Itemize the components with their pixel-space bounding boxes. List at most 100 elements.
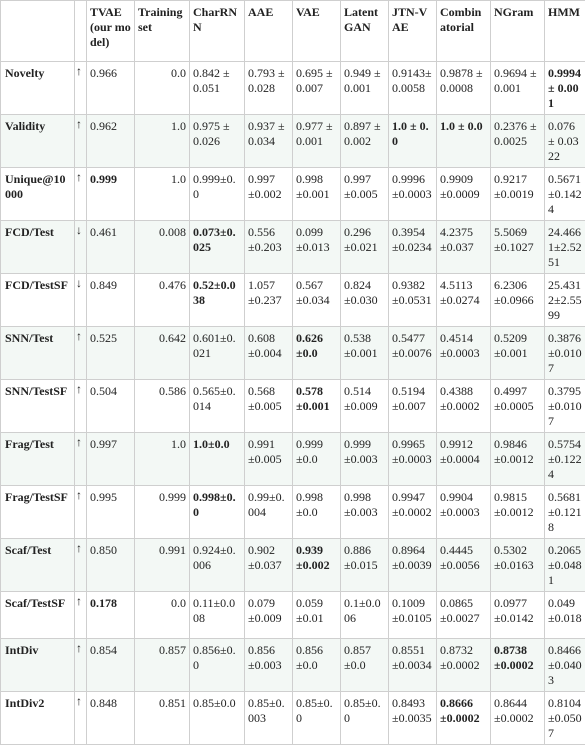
metric-label: Frag/Test xyxy=(1,433,75,486)
table-cell: 0.8666±0.0002 xyxy=(437,692,491,745)
table-cell: 0.461 xyxy=(87,221,135,274)
direction-arrow-icon: ↓ xyxy=(75,221,87,274)
table-cell: 0.5681±0.1218 xyxy=(545,486,585,539)
table-cell: 0.924±0.006 xyxy=(190,539,245,592)
table-cell: 1.0 ± 0.0 xyxy=(437,115,491,168)
table-cell: 0.999 xyxy=(135,486,190,539)
table-cell: 0.975 ± 0.026 xyxy=(190,115,245,168)
header-cell: Training set xyxy=(135,1,190,62)
table-cell: 0.9965±0.0003 xyxy=(389,433,437,486)
table-cell: 0.2376 ± 0.0025 xyxy=(491,115,545,168)
table-cell: 0.476 xyxy=(135,274,190,327)
header-cell xyxy=(75,1,87,62)
table-cell: 0.4388±0.0002 xyxy=(437,380,491,433)
table-cell: 0.568±0.005 xyxy=(245,380,293,433)
table-cell: 0.296±0.021 xyxy=(341,221,389,274)
metric-label: Validity xyxy=(1,115,75,168)
table-cell: 6.2306±0.0966 xyxy=(491,274,545,327)
table-cell: 0.695 ± 0.007 xyxy=(293,62,341,115)
metric-label: IntDiv2 xyxy=(1,692,75,745)
table-cell: 0.5671±0.1424 xyxy=(545,168,585,221)
direction-arrow-icon: ↑ xyxy=(75,62,87,115)
metric-label: Unique@10000 xyxy=(1,168,75,221)
header-cell: Latent GAN xyxy=(341,1,389,62)
table-cell: 0.642 xyxy=(135,327,190,380)
table-cell: 1.0 xyxy=(135,115,190,168)
table-cell: 0.079±0.009 xyxy=(245,592,293,639)
table-cell: 0.902±0.037 xyxy=(245,539,293,592)
table-cell: 0.85±0.0 xyxy=(293,692,341,745)
table-cell: 0.886±0.015 xyxy=(341,539,389,592)
direction-arrow-icon: ↑ xyxy=(75,486,87,539)
header-cell: CharRNN xyxy=(190,1,245,62)
table-cell: 0.3795±0.0107 xyxy=(545,380,585,433)
table-cell: 0.5194±0.007 xyxy=(389,380,437,433)
table-cell: 0.073±0.025 xyxy=(190,221,245,274)
header-cell: Combinatorial xyxy=(437,1,491,62)
table-cell: 0.939±0.002 xyxy=(293,539,341,592)
table-cell: 0.3954±0.0234 xyxy=(389,221,437,274)
table-cell: 0.85±0.0 xyxy=(341,692,389,745)
direction-arrow-icon: ↑ xyxy=(75,592,87,639)
table-cell: 0.5477±0.0076 xyxy=(389,327,437,380)
table-cell: 0.977 ± 0.001 xyxy=(293,115,341,168)
table-cell: 0.9382±0.0531 xyxy=(389,274,437,327)
table-cell: 0.997 xyxy=(87,433,135,486)
metric-label: Novelty xyxy=(1,62,75,115)
table-cell: 1.0 ± 0.0 xyxy=(389,115,437,168)
table-cell: 0.9878 ± 0.0008 xyxy=(437,62,491,115)
table-cell: 0.997±0.005 xyxy=(341,168,389,221)
table-cell: 0.848 xyxy=(87,692,135,745)
table-cell: 0.85±0.0 xyxy=(190,692,245,745)
header-cell: HMM xyxy=(545,1,585,62)
table-cell: 0.8551±0.0034 xyxy=(389,639,437,692)
metric-label: Scaf/Test xyxy=(1,539,75,592)
table-cell: 0.0 xyxy=(135,62,190,115)
metric-label: Scaf/TestSF xyxy=(1,592,75,639)
table-cell: 0.962 xyxy=(87,115,135,168)
table-cell: 4.2375±0.037 xyxy=(437,221,491,274)
table-cell: 0.999±0.0 xyxy=(190,168,245,221)
table-cell: 0.3876±0.0107 xyxy=(545,327,585,380)
table-cell: 0.626±0.0 xyxy=(293,327,341,380)
table-cell: 0.999±0.0 xyxy=(293,433,341,486)
metric-label: FCD/TestSF xyxy=(1,274,75,327)
table-cell: 0.1009±0.0105 xyxy=(389,592,437,639)
table-cell: 0.997±0.002 xyxy=(245,168,293,221)
table-cell: 0.937 ± 0.034 xyxy=(245,115,293,168)
header-cell: JTN-VAE xyxy=(389,1,437,62)
metric-label: SNN/Test xyxy=(1,327,75,380)
table-cell: 0.178 xyxy=(87,592,135,639)
table-cell: 0.8104±0.0507 xyxy=(545,692,585,745)
table-cell: 0.856±0.0 xyxy=(293,639,341,692)
table-cell: 0.9912±0.0004 xyxy=(437,433,491,486)
table-cell: 0.076 ± 0.0322 xyxy=(545,115,585,168)
table-cell: 0.049±0.018 xyxy=(545,592,585,639)
table-cell: 0.059±0.01 xyxy=(293,592,341,639)
table-cell: 0.991 xyxy=(135,539,190,592)
direction-arrow-icon: ↑ xyxy=(75,327,87,380)
table-cell: 24.4661±2.5251 xyxy=(545,221,585,274)
table-cell: 0.565±0.014 xyxy=(190,380,245,433)
table-cell: 0.897 ± 0.002 xyxy=(341,115,389,168)
metric-label: SNN/TestSF xyxy=(1,380,75,433)
table-cell: 0.9947±0.0002 xyxy=(389,486,437,539)
table-cell: 0.857±0.0 xyxy=(341,639,389,692)
table-cell: 0.8964±0.0039 xyxy=(389,539,437,592)
table-cell: 0.9909±0.0009 xyxy=(437,168,491,221)
table-cell: 0.11±0.008 xyxy=(190,592,245,639)
table-cell: 0.849 xyxy=(87,274,135,327)
metric-label: FCD/Test xyxy=(1,221,75,274)
table-cell: 0.0 xyxy=(135,592,190,639)
table-cell: 0.8732±0.0002 xyxy=(437,639,491,692)
table-cell: 0.9994 ± 0.001 xyxy=(545,62,585,115)
table-cell: 0.504 xyxy=(87,380,135,433)
table-cell: 0.998±0.001 xyxy=(293,168,341,221)
